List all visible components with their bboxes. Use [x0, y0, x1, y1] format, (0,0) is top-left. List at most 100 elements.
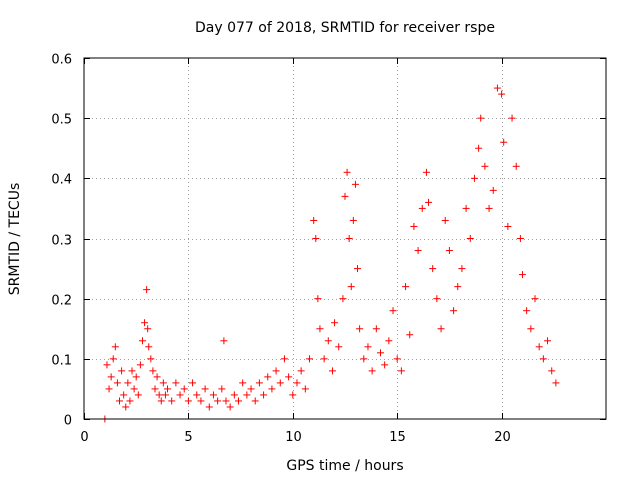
data-point [235, 397, 243, 405]
data-point [122, 403, 130, 411]
data-point [475, 144, 483, 152]
x-tick-label: 15 [389, 430, 406, 445]
data-point [458, 265, 466, 273]
data-point [518, 271, 526, 279]
data-point [220, 337, 228, 345]
data-point [364, 343, 372, 351]
data-point [306, 355, 314, 363]
data-point [109, 355, 117, 363]
data-point [103, 361, 111, 369]
data-point [128, 367, 136, 375]
data-point [168, 397, 176, 405]
data-point [516, 235, 524, 242]
tick-labels: 0 5 10 15 20 0 0.1 0.2 0.3 0.4 0.5 0.6 [51, 53, 510, 446]
data-point [489, 186, 497, 194]
data-point [462, 204, 470, 212]
data-point [381, 361, 389, 369]
data-point [118, 367, 126, 375]
data-point [161, 391, 169, 399]
data-point [508, 114, 516, 122]
y-tick-label: 0.6 [51, 53, 72, 68]
x-tick-label: 5 [184, 430, 192, 445]
data-point [504, 222, 512, 230]
y-tick-label: 0.1 [51, 354, 72, 369]
data-point [247, 385, 255, 393]
data-point [126, 397, 134, 405]
data-point [450, 307, 458, 315]
data-point [201, 385, 209, 393]
data-point [372, 325, 380, 333]
data-point [151, 385, 159, 393]
data-point [280, 355, 288, 363]
data-point [343, 168, 351, 176]
data-point [320, 355, 328, 363]
data-point [289, 391, 297, 399]
data-point [255, 379, 263, 387]
data-point [107, 373, 115, 381]
data-point [425, 198, 433, 206]
data-point [272, 367, 280, 375]
data-point [385, 337, 393, 345]
data-point [149, 367, 157, 375]
data-point [297, 367, 305, 375]
data-point [328, 367, 336, 375]
data-point [218, 385, 226, 393]
data-point [145, 343, 153, 351]
data-point [360, 355, 368, 363]
data-point [552, 379, 560, 387]
y-tick-label: 0.5 [51, 113, 72, 128]
data-point [356, 325, 364, 333]
data-point [477, 114, 485, 122]
data-point [111, 343, 119, 351]
data-point [454, 283, 462, 291]
y-tick-label: 0.4 [51, 173, 72, 188]
x-axis-label: GPS time / hours [286, 458, 403, 474]
y-axis-label: SRMTID / TECUs [7, 183, 23, 296]
data-point [466, 235, 474, 242]
data-point [376, 349, 384, 357]
data-point [251, 397, 259, 405]
data-point [485, 204, 493, 212]
data-point [243, 391, 251, 399]
data-point [124, 379, 132, 387]
data-point [539, 355, 547, 363]
data-point [498, 90, 506, 98]
data-point [418, 204, 426, 212]
data-point [368, 367, 376, 375]
axis-ticks [84, 58, 606, 420]
data-point [331, 319, 339, 327]
data-point [144, 325, 152, 333]
data-point [345, 235, 353, 242]
data-point [120, 391, 128, 399]
data-point [531, 295, 539, 303]
data-point [433, 295, 441, 303]
data-point [172, 379, 180, 387]
data-point [544, 337, 552, 345]
data-point [500, 138, 508, 146]
y-tick-label: 0 [64, 414, 72, 429]
x-tick-label: 10 [285, 430, 302, 445]
data-point [264, 373, 272, 381]
data-point [481, 162, 489, 170]
data-point [147, 355, 155, 363]
data-point [115, 397, 123, 405]
data-point [285, 373, 293, 381]
x-tick-label: 20 [494, 430, 511, 445]
data-point [113, 379, 121, 387]
data-point [136, 361, 144, 369]
plot-frame [83, 57, 607, 420]
data-point [189, 379, 197, 387]
data-point [389, 307, 397, 315]
data-point [406, 331, 414, 339]
data-point [226, 403, 234, 411]
data-point [548, 367, 556, 375]
data-point [130, 385, 138, 393]
y-tick-label: 0.3 [51, 234, 72, 249]
data-point [164, 385, 172, 393]
data-point [260, 391, 268, 399]
data-point [193, 391, 201, 399]
data-point [222, 397, 230, 405]
data-point [349, 216, 357, 224]
data-point [354, 265, 362, 273]
